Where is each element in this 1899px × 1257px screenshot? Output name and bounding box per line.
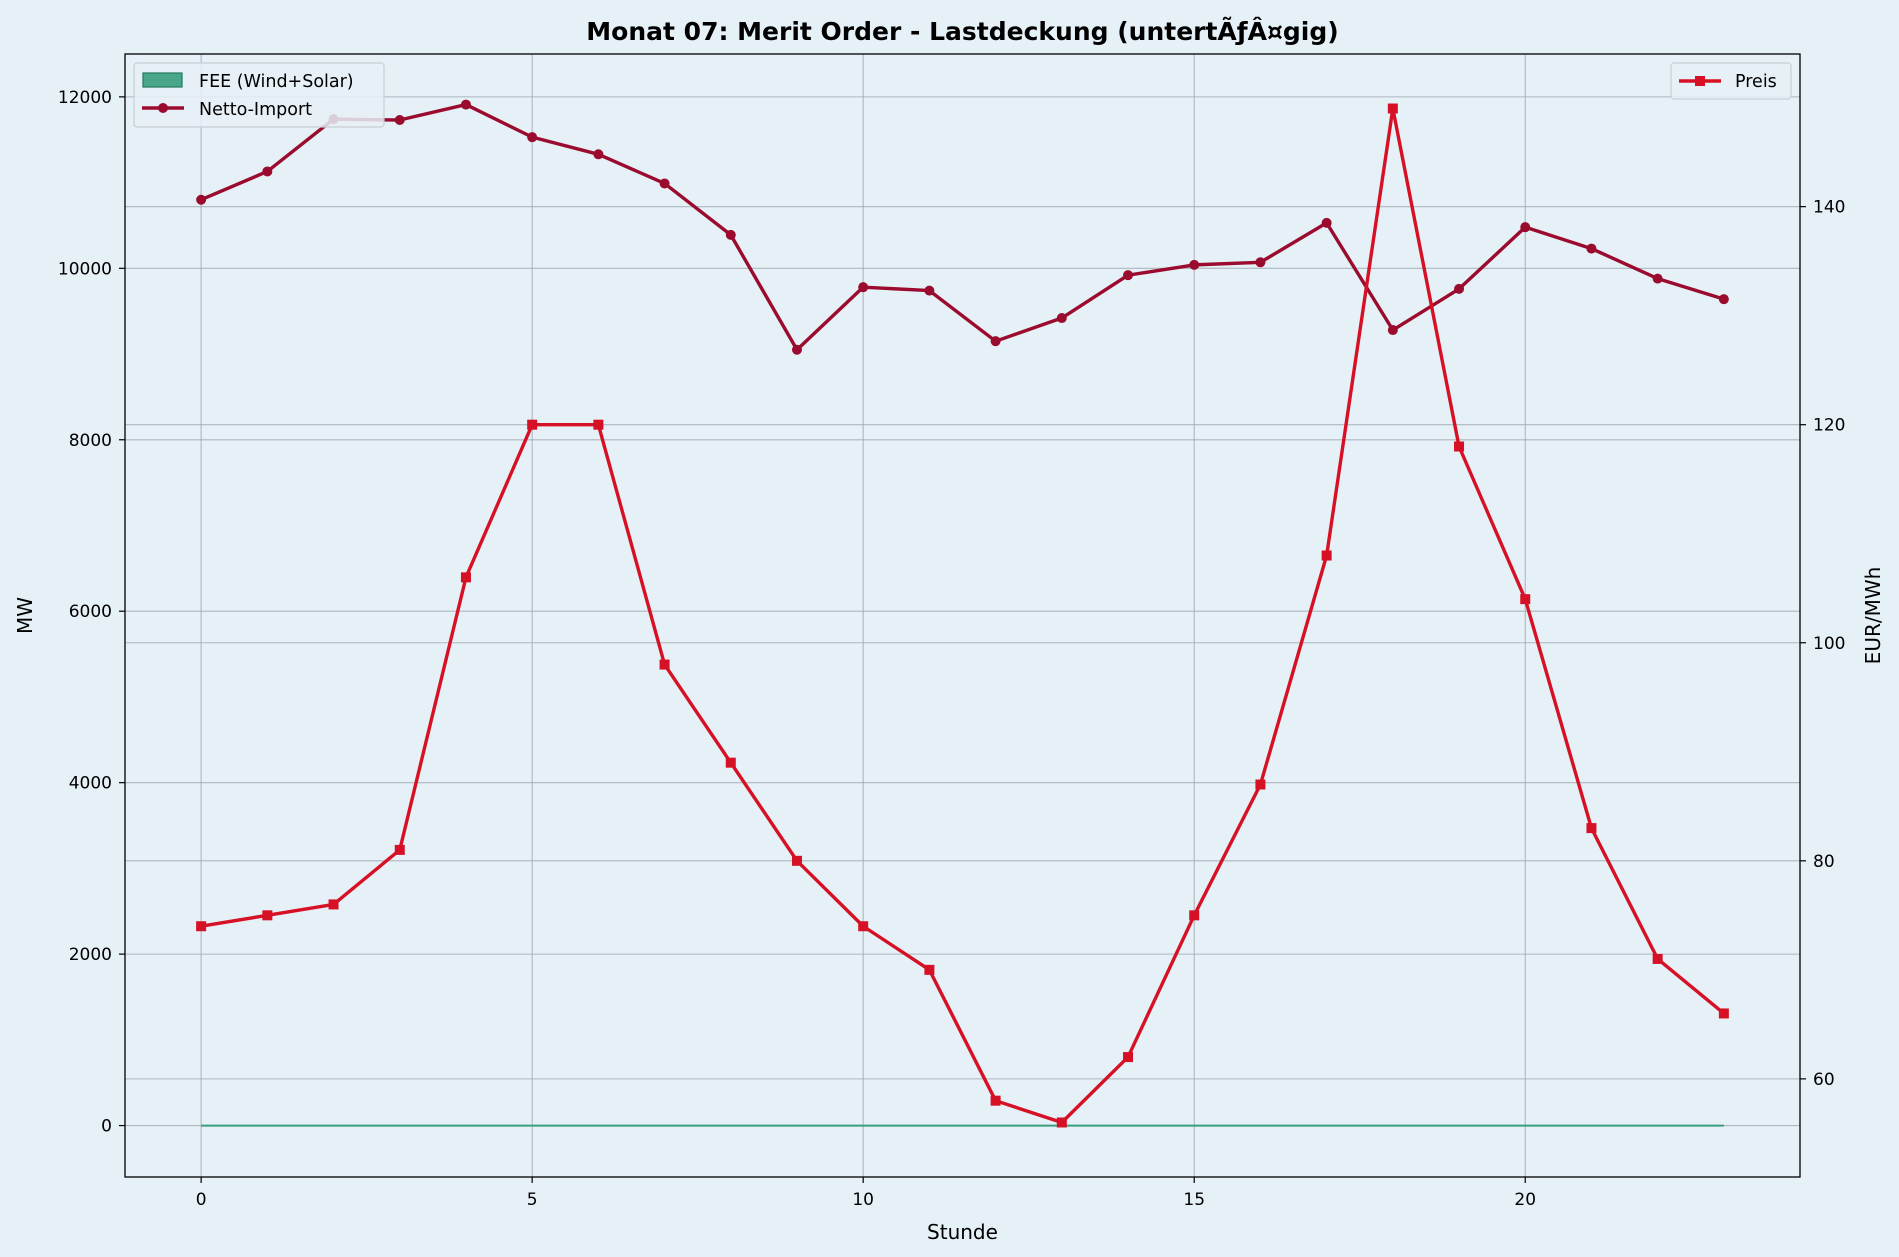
preis-point: [394, 844, 405, 855]
y2-tick-label: 120: [1813, 416, 1845, 436]
legend-label-preis: Preis: [1735, 72, 1777, 92]
preis-point: [1718, 1008, 1729, 1019]
preis-point: [1321, 550, 1332, 561]
netto-import-point: [1321, 217, 1332, 228]
netto-import-point: [1652, 273, 1663, 284]
netto-import-point: [1255, 257, 1266, 268]
preis-point: [593, 419, 604, 430]
preis-point: [460, 572, 471, 583]
y2-tick-label: 80: [1813, 852, 1835, 872]
preis-point: [791, 855, 802, 866]
y-tick-label: 4000: [69, 774, 112, 794]
y2-tick-label: 140: [1813, 198, 1845, 218]
legend-left: FEE (Wind+Solar) Netto-Import: [133, 62, 385, 128]
netto-import-point: [924, 285, 935, 296]
preis-point: [527, 419, 538, 430]
preis-point: [1454, 441, 1465, 452]
netto-import-point: [527, 132, 538, 143]
y-tick-label: 6000: [69, 602, 112, 622]
preis-point: [990, 1095, 1001, 1106]
preis-point: [924, 964, 935, 975]
tick-layer: 0 5 10 15 20 0 2000 4000 6000 8000 10000 12000 60 80 1…: [58, 88, 1846, 1210]
y-axis-title-left: MW: [13, 597, 37, 634]
y-tick-label: 12000: [58, 88, 112, 108]
netto-import-point: [1454, 283, 1465, 294]
legend-label-fee: FEE (Wind+Solar): [199, 72, 354, 92]
netto-import-point: [196, 194, 207, 205]
legend-marker-netto-import: [158, 103, 168, 113]
netto-import-point: [858, 282, 869, 293]
legend-label-netto-import: Netto-Import: [199, 100, 312, 120]
preis-point: [328, 899, 339, 910]
x-tick-label: 20: [1514, 1190, 1536, 1210]
preis-point: [1387, 103, 1398, 114]
legend-right: Preis: [1670, 62, 1792, 100]
y-tick-label: 0: [101, 1117, 112, 1137]
legend-left-frame: [133, 62, 385, 128]
netto-import-point: [262, 166, 273, 177]
legend-right-frame: [1670, 62, 1792, 100]
preis-point: [262, 910, 273, 921]
netto-import-point: [1586, 243, 1597, 254]
y-tick-label: 10000: [58, 259, 112, 279]
preis-point: [1123, 1052, 1134, 1063]
preis-point: [725, 757, 736, 768]
netto-import-point: [659, 178, 670, 189]
legend-swatch-fee: [142, 72, 183, 88]
netto-import-point: [1056, 313, 1067, 324]
netto-import-line: [200, 102, 1725, 352]
plot-frame: [124, 53, 1801, 1178]
netto-import-point: [593, 149, 604, 160]
preis-point: [196, 921, 207, 932]
netto-import-point: [791, 344, 802, 355]
netto-import-point: [460, 99, 471, 110]
x-axis-title: Stunde: [927, 1220, 998, 1244]
legend-marker-preis: [1695, 76, 1705, 86]
preis-point: [659, 659, 670, 670]
chart-title: Monat 07: Merit Order - Lastdeckung (unt…: [586, 17, 1338, 46]
y2-tick-label: 100: [1813, 634, 1845, 654]
x-tick-label: 10: [852, 1190, 874, 1210]
netto-import-point: [394, 115, 405, 126]
preis-point: [858, 921, 869, 932]
preis-point: [1520, 594, 1531, 605]
netto-import-point: [1387, 325, 1398, 336]
netto-import-point: [1123, 270, 1134, 281]
netto-import-point: [990, 336, 1001, 347]
y-tick-label: 2000: [69, 945, 112, 965]
y-tick-label: 8000: [69, 431, 112, 451]
preis-point: [1652, 953, 1663, 964]
y2-tick-label: 60: [1813, 1070, 1835, 1090]
preis-point: [1255, 779, 1266, 790]
netto-import-point: [725, 229, 736, 240]
netto-import-point: [1718, 294, 1729, 305]
x-tick-label: 5: [527, 1190, 538, 1210]
preis-point: [1056, 1117, 1067, 1128]
preis-point: [1586, 823, 1597, 834]
x-tick-label: 0: [196, 1190, 207, 1210]
netto-import-point: [1520, 222, 1531, 233]
y-axis-title-right: EUR/MWh: [1861, 567, 1885, 665]
preis-point: [1189, 910, 1200, 921]
netto-import-point: [1189, 259, 1200, 270]
preis-line: [200, 106, 1725, 1125]
x-tick-label: 15: [1183, 1190, 1205, 1210]
